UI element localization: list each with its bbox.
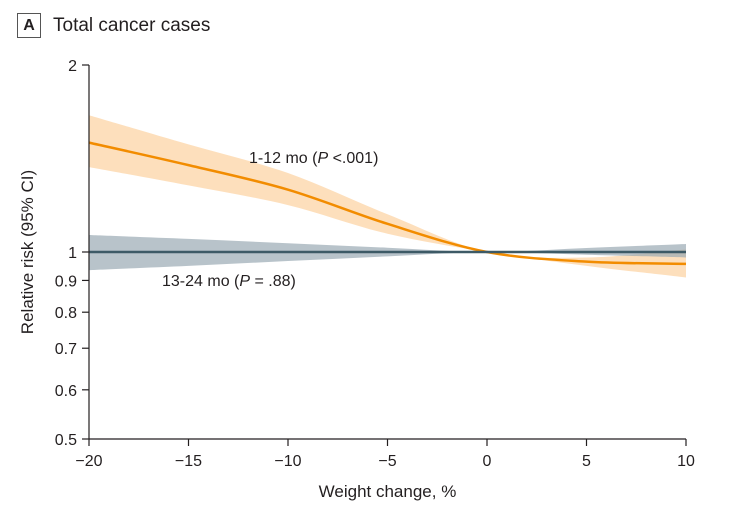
x-tick-label: 10 bbox=[677, 453, 695, 470]
x-tick-label: −20 bbox=[75, 453, 102, 470]
series-label-0: 1-12 mo (P <.001) bbox=[249, 150, 378, 167]
ci-band-0 bbox=[89, 115, 686, 278]
y-tick-label: 0.5 bbox=[55, 432, 77, 449]
y-tick-label: 2 bbox=[68, 58, 77, 75]
x-tick-label: 5 bbox=[582, 453, 591, 470]
x-axis-label: Weight change, % bbox=[319, 482, 457, 501]
y-tick-label: 0.6 bbox=[55, 383, 77, 400]
x-tick-label: −5 bbox=[378, 453, 396, 470]
panel-letter: A bbox=[17, 13, 41, 38]
x-tick-label: −10 bbox=[274, 453, 301, 470]
series-label-1: 13-24 mo (P = .88) bbox=[162, 273, 296, 290]
y-axis-label: Relative risk (95% CI) bbox=[18, 170, 37, 334]
y-tick-label: 0.9 bbox=[55, 273, 77, 290]
y-tick-label: 0.7 bbox=[55, 341, 77, 358]
x-tick-label: −15 bbox=[175, 453, 202, 470]
y-tick-label: 1 bbox=[68, 245, 77, 262]
panel-title: Total cancer cases bbox=[53, 15, 211, 36]
x-tick-label: 0 bbox=[483, 453, 492, 470]
series-line-0 bbox=[88, 141, 687, 266]
y-tick-label: 0.8 bbox=[55, 305, 77, 322]
